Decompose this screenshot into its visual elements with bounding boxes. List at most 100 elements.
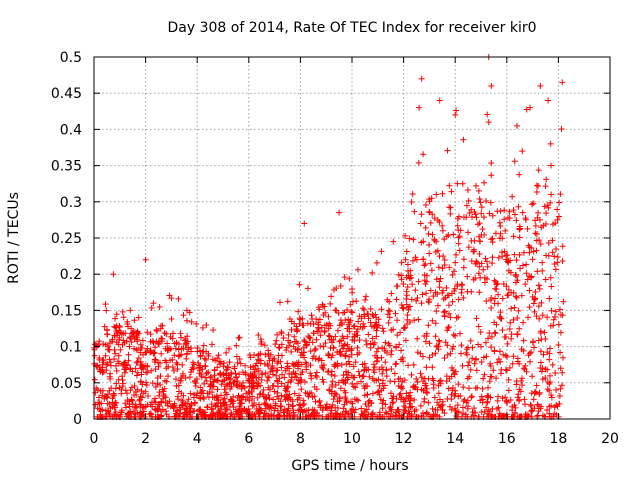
data-point (288, 326, 295, 333)
data-point (227, 380, 234, 387)
data-point (549, 361, 556, 368)
data-point (230, 404, 237, 411)
data-point (291, 373, 298, 380)
data-point (148, 399, 155, 406)
data-point (217, 371, 224, 378)
data-point (306, 339, 313, 346)
data-point (311, 347, 318, 354)
data-point (348, 308, 355, 315)
data-point (120, 314, 127, 321)
data-point (454, 180, 461, 187)
x-tick-label: 2 (141, 431, 150, 447)
data-point (96, 338, 103, 345)
chart-title: Day 308 of 2014, Rate Of TEC Index for r… (167, 20, 536, 36)
data-point (557, 191, 564, 198)
data-point (502, 334, 509, 341)
data-point (457, 350, 464, 357)
data-point (139, 337, 146, 344)
y-tick-label: 0.05 (51, 376, 82, 392)
data-point (352, 359, 359, 366)
data-point (290, 402, 297, 409)
data-point (473, 355, 480, 362)
data-point (241, 384, 248, 391)
data-point (473, 214, 480, 221)
data-point (158, 350, 165, 357)
data-point (382, 409, 389, 416)
data-point (228, 410, 235, 417)
data-point (390, 393, 397, 400)
data-point (315, 356, 322, 363)
data-point (513, 122, 520, 129)
data-point (264, 377, 271, 384)
data-point (121, 369, 128, 376)
data-point (367, 305, 374, 312)
data-point (115, 352, 122, 359)
data-point (132, 365, 139, 372)
data-point (296, 281, 303, 288)
data-point (539, 259, 546, 266)
data-point (322, 340, 329, 347)
data-point (464, 187, 471, 194)
data-point (144, 362, 151, 369)
data-point (183, 307, 190, 314)
data-point (197, 353, 204, 360)
data-point (307, 370, 314, 377)
data-point (344, 307, 351, 314)
data-point (188, 318, 195, 325)
data-point (280, 409, 287, 416)
data-point (520, 249, 527, 256)
data-point (465, 385, 472, 392)
data-point (222, 389, 229, 396)
data-point (556, 393, 563, 400)
data-point (219, 378, 226, 385)
data-point (541, 329, 548, 336)
data-point (120, 330, 127, 337)
x-tick-label: 4 (193, 431, 202, 447)
data-point (464, 288, 471, 295)
data-point (538, 368, 545, 375)
data-point (111, 332, 118, 339)
data-point (339, 377, 346, 384)
data-point (397, 329, 404, 336)
data-point (262, 351, 269, 358)
data-point (404, 261, 411, 268)
data-point (381, 347, 388, 354)
data-point (205, 369, 212, 376)
data-point (106, 387, 113, 394)
data-point (537, 240, 544, 247)
data-point (315, 319, 322, 326)
data-point (557, 349, 564, 356)
data-point (403, 248, 410, 255)
data-point (194, 348, 201, 355)
data-point (295, 345, 302, 352)
data-point (494, 397, 501, 404)
data-point (480, 214, 487, 221)
data-point (408, 371, 415, 378)
data-point (99, 356, 106, 363)
data-point (422, 338, 429, 345)
data-point (328, 368, 335, 375)
data-point (527, 401, 534, 408)
data-point (414, 349, 421, 356)
data-point (429, 364, 436, 371)
data-point (504, 399, 511, 406)
data-point (531, 405, 538, 412)
data-point (275, 395, 282, 402)
data-point (466, 359, 473, 366)
data-point (258, 338, 265, 345)
data-point (553, 386, 560, 393)
data-point (478, 358, 485, 365)
data-point (453, 413, 460, 420)
data-point (147, 338, 154, 345)
data-point (534, 214, 541, 221)
data-point (455, 240, 462, 247)
data-point (434, 406, 441, 413)
data-point (432, 350, 439, 357)
data-point (528, 273, 535, 280)
data-point (432, 320, 439, 327)
data-point (388, 347, 395, 354)
data-point (221, 395, 228, 402)
data-point (460, 136, 467, 143)
data-point (432, 333, 439, 340)
data-point (113, 380, 120, 387)
